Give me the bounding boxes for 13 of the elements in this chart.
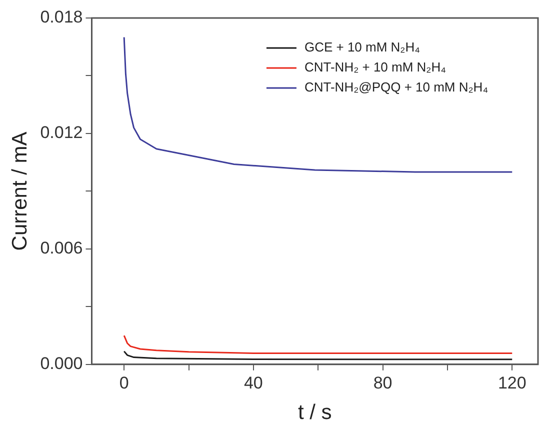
x-tick-label: 80 [373, 373, 392, 392]
legend-label: CNT-NH₂ + 10 mM N₂H₄ [304, 60, 446, 75]
x-tick-label: 120 [498, 373, 526, 392]
y-tick-label: 0.012 [40, 123, 83, 142]
y-tick-label: 0.018 [40, 8, 83, 27]
x-tick-label: 40 [244, 373, 263, 392]
legend-label: GCE + 10 mM N₂H₄ [304, 40, 420, 55]
x-axis-title: t / s [298, 401, 332, 424]
x-tick-label: 0 [119, 373, 129, 392]
text: 0.000 [40, 354, 83, 374]
y-axis-title: Current / mA [8, 132, 32, 251]
y-tick-label: 0.006 [40, 238, 83, 258]
legend-label: CNT-NH₂@PQQ + 10 mM N₂H₄ [304, 80, 488, 95]
